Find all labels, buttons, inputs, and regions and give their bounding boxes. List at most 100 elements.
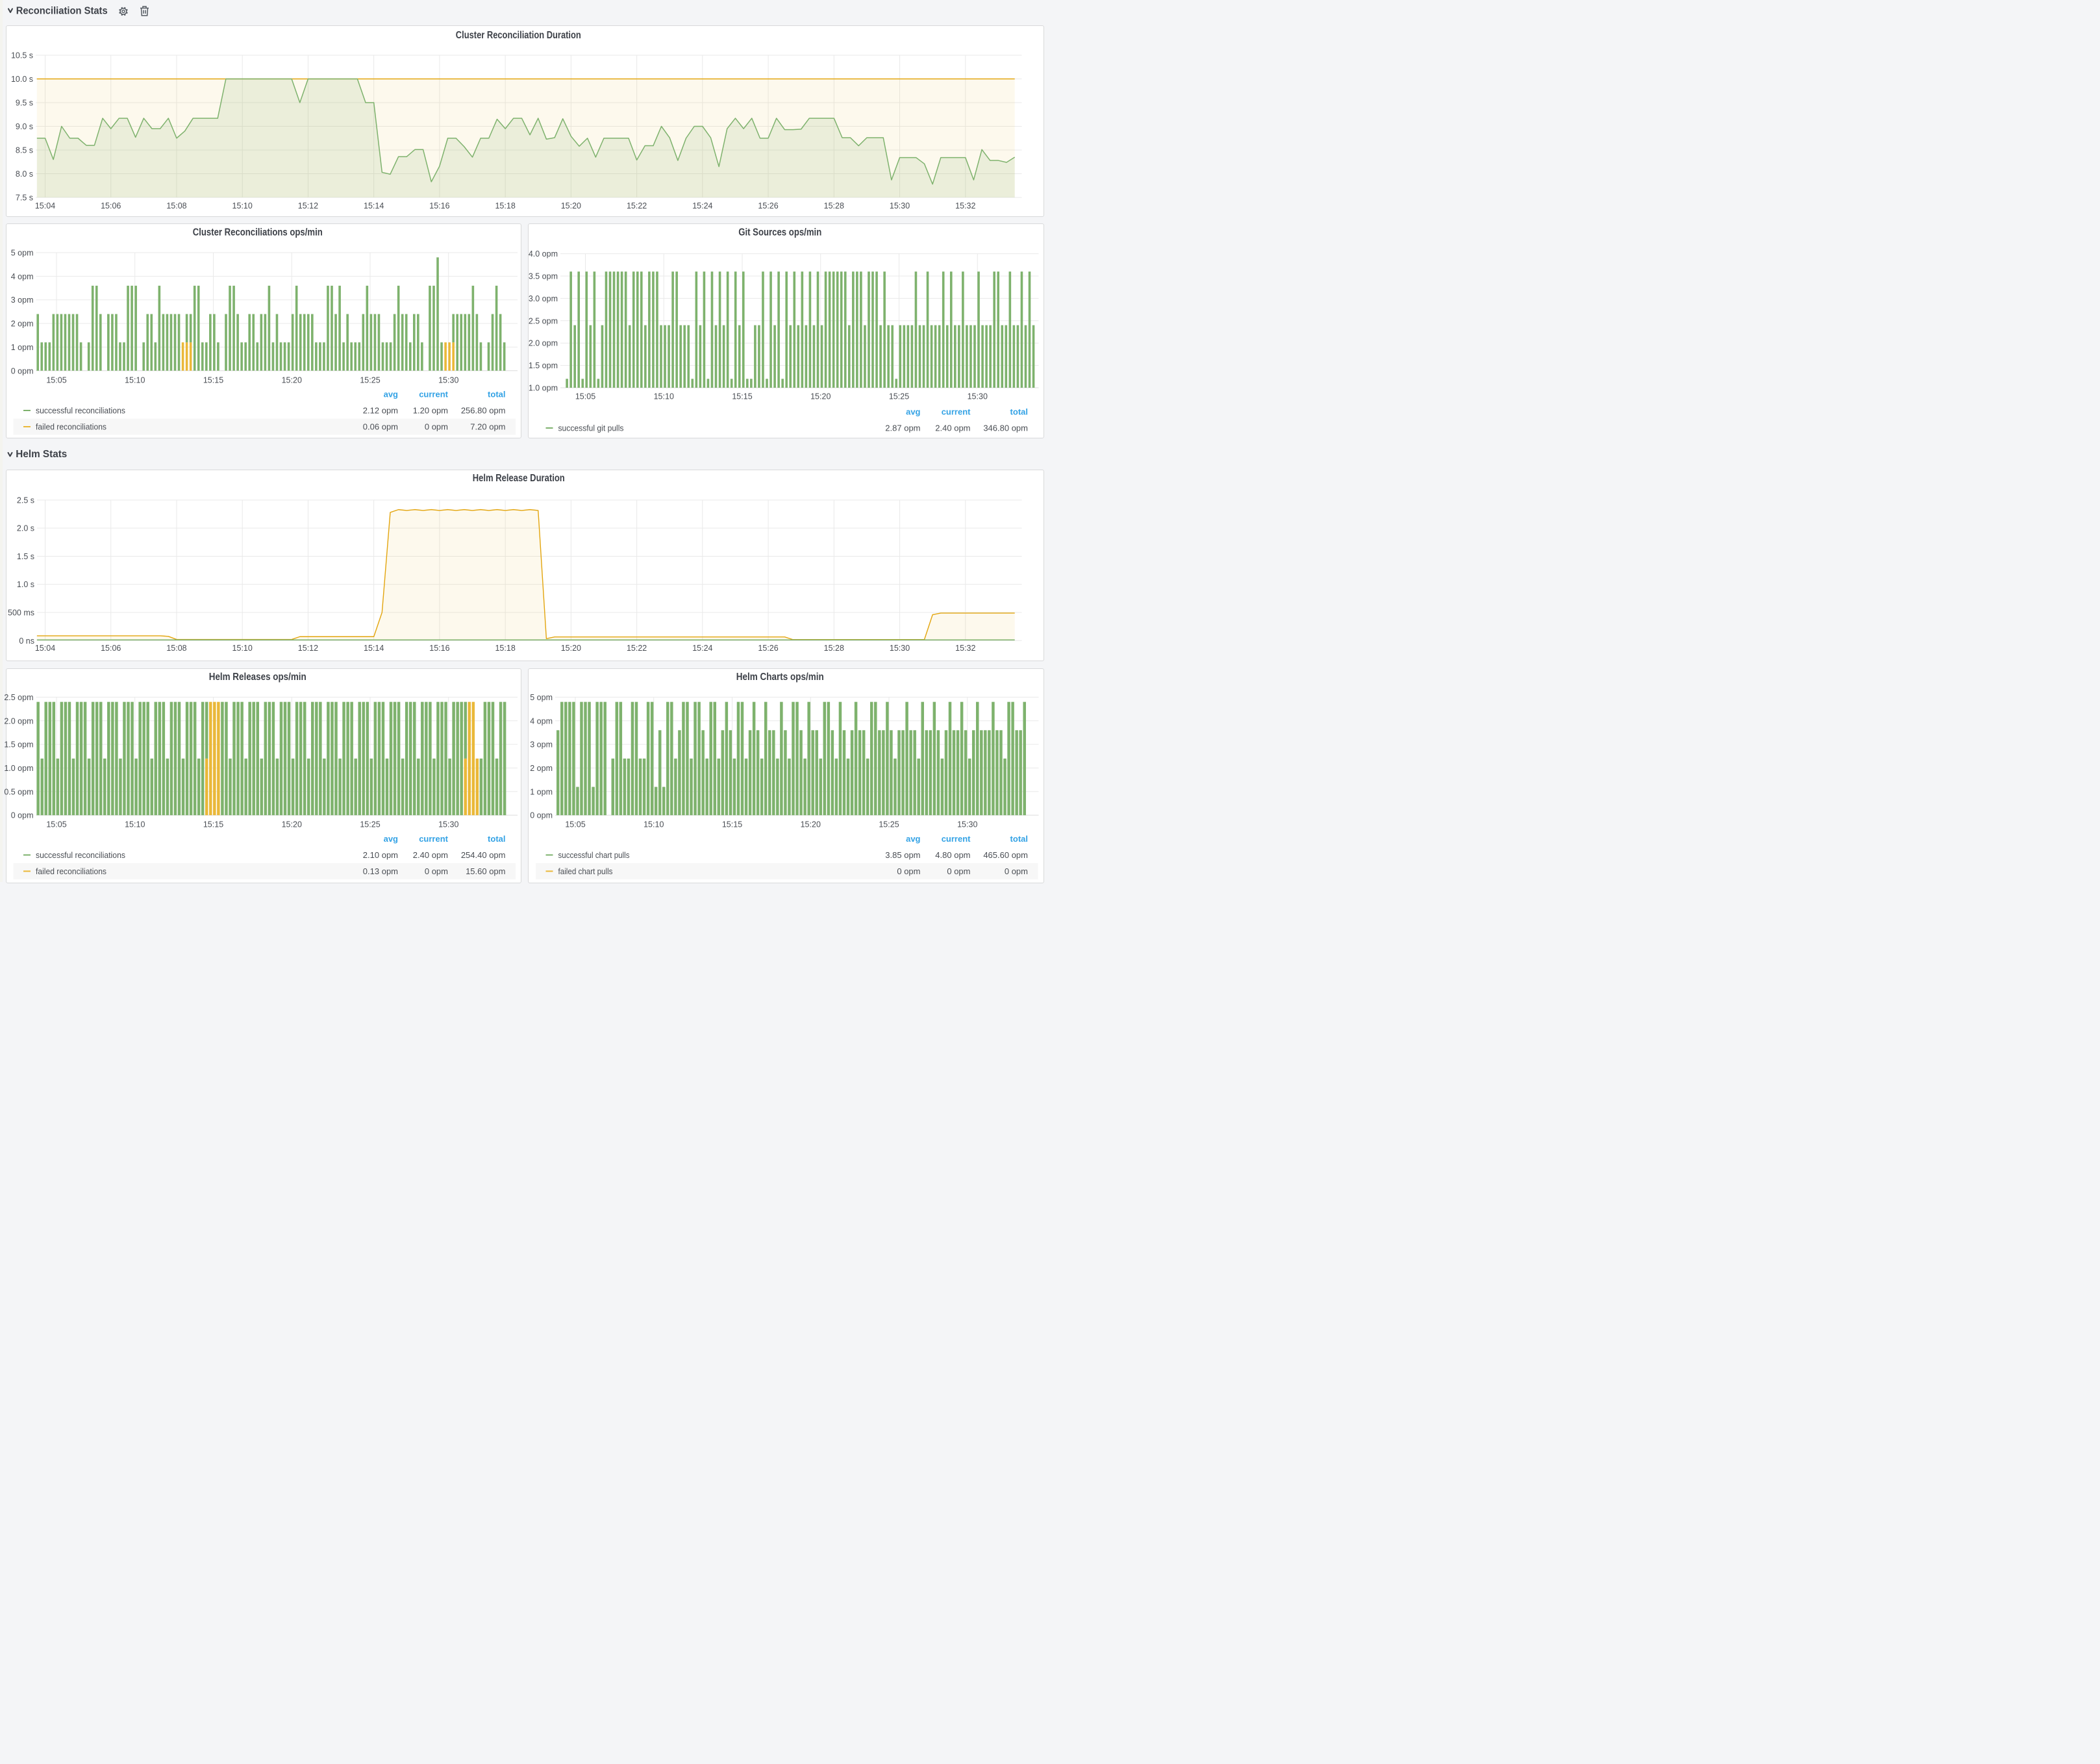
svg-text:15:32: 15:32: [955, 644, 975, 653]
svg-text:500 ms: 500 ms: [8, 609, 34, 618]
svg-text:15:32: 15:32: [955, 201, 975, 210]
svg-text:0 opm: 0 opm: [425, 866, 448, 876]
svg-text:3.0 opm: 3.0 opm: [529, 294, 558, 303]
svg-text:15:18: 15:18: [495, 201, 515, 210]
svg-text:15:08: 15:08: [166, 644, 186, 653]
svg-text:0 opm: 0 opm: [897, 866, 920, 876]
svg-text:1.0 opm: 1.0 opm: [529, 384, 558, 393]
svg-text:15:26: 15:26: [758, 644, 778, 653]
svg-text:avg: avg: [384, 834, 398, 844]
svg-text:total: total: [1010, 407, 1028, 417]
svg-text:4 opm: 4 opm: [530, 716, 553, 725]
svg-text:1 opm: 1 opm: [530, 787, 553, 796]
svg-text:15:20: 15:20: [282, 820, 302, 829]
svg-text:1.5 s: 1.5 s: [17, 552, 34, 561]
svg-text:15:30: 15:30: [968, 392, 988, 401]
svg-text:2.12 opm: 2.12 opm: [363, 406, 398, 416]
svg-text:15:22: 15:22: [627, 644, 647, 653]
svg-text:7.5 s: 7.5 s: [16, 194, 33, 203]
svg-text:Cluster Reconciliation Duratio: Cluster Reconciliation Duration: [456, 30, 581, 41]
svg-text:15:25: 15:25: [360, 820, 380, 829]
svg-text:15:12: 15:12: [298, 201, 318, 210]
svg-text:4.80 opm: 4.80 opm: [935, 850, 970, 860]
svg-text:15:05: 15:05: [46, 820, 66, 829]
svg-text:2.5 opm: 2.5 opm: [4, 693, 33, 702]
svg-text:3.5 opm: 3.5 opm: [529, 272, 558, 281]
svg-text:15:14: 15:14: [364, 201, 384, 210]
svg-text:Helm Stats: Helm Stats: [16, 449, 67, 460]
svg-text:avg: avg: [384, 390, 398, 399]
svg-text:4.0 opm: 4.0 opm: [529, 249, 558, 258]
svg-text:total: total: [1010, 834, 1028, 844]
svg-text:15:10: 15:10: [654, 392, 674, 401]
svg-text:15:06: 15:06: [101, 201, 121, 210]
svg-text:Reconciliation Stats: Reconciliation Stats: [16, 6, 108, 17]
svg-text:15:22: 15:22: [627, 201, 647, 210]
svg-text:15:05: 15:05: [565, 820, 585, 829]
svg-text:2.0 opm: 2.0 opm: [529, 339, 558, 348]
svg-text:15:12: 15:12: [298, 644, 318, 653]
svg-text:Cluster Reconciliations ops/mi: Cluster Reconciliations ops/min: [193, 227, 323, 238]
svg-text:0 opm: 0 opm: [425, 422, 448, 432]
svg-text:15:30: 15:30: [438, 375, 458, 384]
svg-text:0.13 opm: 0.13 opm: [363, 866, 398, 876]
svg-text:2.0 s: 2.0 s: [17, 524, 34, 533]
svg-text:0 opm: 0 opm: [947, 866, 970, 876]
svg-text:successful git pulls: successful git pulls: [558, 423, 624, 433]
svg-text:2.10 opm: 2.10 opm: [363, 850, 398, 860]
svg-text:1.5 opm: 1.5 opm: [529, 361, 558, 370]
svg-text:0.06 opm: 0.06 opm: [363, 422, 398, 432]
svg-text:15:10: 15:10: [644, 820, 664, 829]
svg-text:avg: avg: [906, 407, 920, 417]
svg-text:1.0 opm: 1.0 opm: [4, 764, 33, 773]
svg-text:1.0 s: 1.0 s: [17, 580, 34, 589]
svg-text:15:24: 15:24: [692, 644, 712, 653]
svg-text:2.5 s: 2.5 s: [17, 496, 34, 505]
svg-text:current: current: [419, 834, 448, 844]
svg-text:2.87 opm: 2.87 opm: [885, 423, 920, 433]
svg-text:avg: avg: [906, 834, 920, 844]
svg-text:15:08: 15:08: [166, 201, 186, 210]
svg-text:15:15: 15:15: [722, 820, 742, 829]
svg-text:15:04: 15:04: [35, 201, 55, 210]
svg-text:15:20: 15:20: [561, 644, 581, 653]
svg-text:15:05: 15:05: [575, 392, 595, 401]
svg-text:15:10: 15:10: [232, 644, 253, 653]
svg-text:failed chart pulls: failed chart pulls: [558, 866, 613, 876]
svg-text:successful reconciliations: successful reconciliations: [36, 406, 125, 416]
svg-text:15:25: 15:25: [889, 392, 909, 401]
svg-text:15:10: 15:10: [125, 375, 145, 384]
svg-text:successful reconciliations: successful reconciliations: [36, 850, 125, 860]
svg-text:15:18: 15:18: [495, 644, 515, 653]
svg-text:successful chart pulls: successful chart pulls: [558, 850, 630, 860]
svg-text:10.5 s: 10.5 s: [11, 51, 33, 60]
svg-text:0 opm: 0 opm: [11, 811, 34, 820]
svg-text:254.40 opm: 254.40 opm: [461, 850, 506, 860]
svg-text:15:24: 15:24: [692, 201, 712, 210]
svg-text:15:20: 15:20: [810, 392, 831, 401]
svg-text:current: current: [419, 390, 448, 399]
svg-text:15:15: 15:15: [203, 375, 223, 384]
svg-text:Git Sources ops/min: Git Sources ops/min: [738, 227, 821, 238]
svg-text:2.0 opm: 2.0 opm: [4, 716, 33, 725]
svg-text:0 opm: 0 opm: [11, 366, 34, 375]
svg-text:5 opm: 5 opm: [530, 693, 553, 702]
svg-text:1.20 opm: 1.20 opm: [413, 406, 448, 416]
svg-text:15:10: 15:10: [232, 201, 253, 210]
svg-text:15:30: 15:30: [890, 644, 910, 653]
svg-text:8.5 s: 8.5 s: [16, 146, 33, 155]
svg-text:2.5 opm: 2.5 opm: [529, 316, 558, 325]
svg-text:9.0 s: 9.0 s: [16, 122, 33, 131]
svg-text:15:25: 15:25: [360, 375, 380, 384]
svg-text:0 opm: 0 opm: [530, 811, 553, 820]
svg-text:3 opm: 3 opm: [11, 296, 34, 305]
svg-text:15:30: 15:30: [438, 820, 458, 829]
svg-text:15:06: 15:06: [101, 644, 121, 653]
svg-text:15:20: 15:20: [282, 375, 302, 384]
svg-text:2 opm: 2 opm: [11, 320, 34, 329]
svg-text:15:30: 15:30: [957, 820, 977, 829]
svg-text:15:26: 15:26: [758, 201, 778, 210]
svg-text:4 opm: 4 opm: [11, 272, 34, 281]
svg-text:15:15: 15:15: [732, 392, 752, 401]
svg-text:15:28: 15:28: [824, 644, 844, 653]
